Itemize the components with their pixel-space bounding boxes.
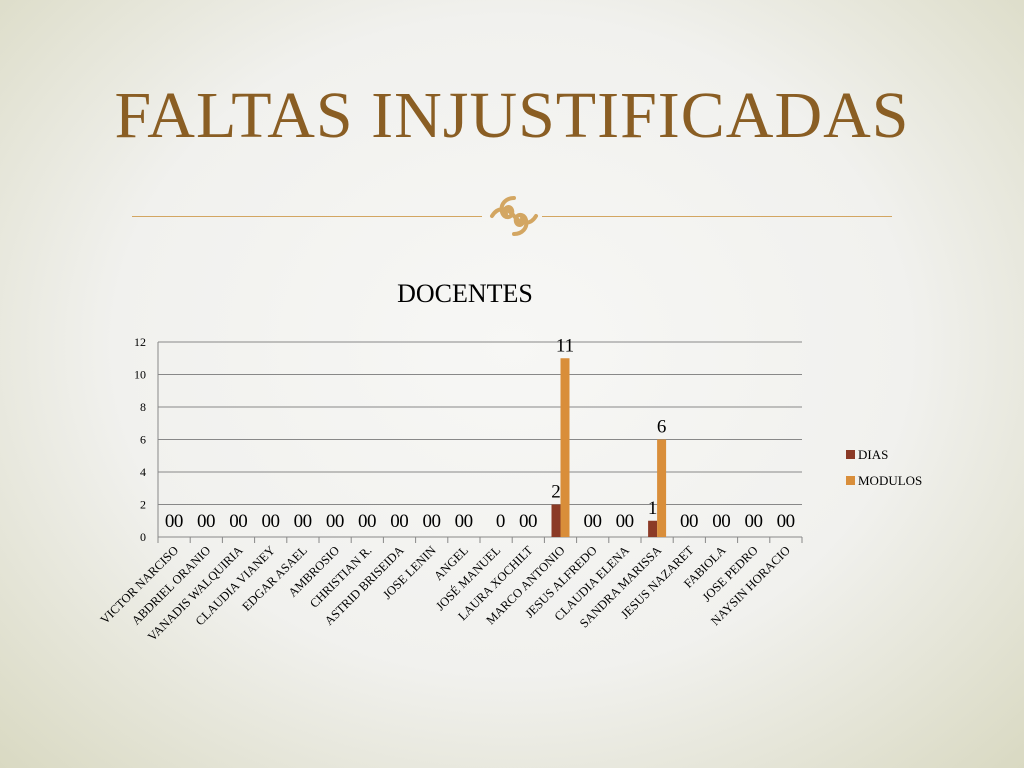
data-label: 0: [390, 511, 400, 532]
data-label: 0: [399, 511, 409, 532]
flourish-icon: [490, 196, 538, 236]
data-label: 0: [786, 511, 796, 532]
data-label: 0: [528, 511, 538, 532]
data-label: 0: [519, 511, 529, 532]
data-label: 0: [238, 511, 248, 532]
data-label: 0: [335, 511, 345, 532]
y-tick-label: 8: [140, 400, 146, 414]
y-tick-label: 10: [134, 368, 146, 382]
data-label: 0: [270, 511, 280, 532]
data-label: 6: [657, 417, 667, 438]
data-label: 0: [174, 511, 184, 532]
data-label: 0: [367, 511, 377, 532]
data-label: 0: [422, 511, 432, 532]
chart-title: DOCENTES: [397, 279, 533, 308]
data-label: 0: [496, 511, 506, 532]
data-label: 0: [712, 511, 722, 532]
data-label: 0: [744, 511, 754, 532]
data-label: 0: [625, 511, 635, 532]
data-label: 11: [556, 335, 574, 356]
data-label: 0: [592, 511, 602, 532]
data-label: 0: [689, 511, 699, 532]
bars: [551, 358, 667, 537]
data-label: 1: [648, 498, 658, 519]
data-label: 0: [616, 511, 626, 532]
y-tick-label: 4: [140, 465, 146, 479]
data-label: 0: [753, 511, 763, 532]
y-tick-label: 2: [140, 498, 146, 512]
data-label: 0: [721, 511, 731, 532]
legend-swatch-modulos: [846, 476, 855, 485]
data-label: 2: [551, 482, 561, 503]
bar-modulos: [657, 439, 667, 537]
data-label: 0: [294, 511, 304, 532]
slide-title: FALTAS INJUSTIFICADAS: [114, 79, 910, 152]
y-tick-label: 12: [134, 335, 146, 349]
data-label: 0: [455, 511, 465, 532]
divider-left: [132, 216, 482, 217]
data-label: 0: [777, 511, 787, 532]
legend-swatch-dias: [846, 450, 855, 459]
divider-right: [542, 216, 892, 217]
data-label: 0: [431, 511, 441, 532]
data-label: 0: [680, 511, 690, 532]
bar-dias: [648, 520, 658, 537]
bar-dias: [551, 504, 561, 537]
data-label: 0: [206, 511, 216, 532]
data-label: 0: [583, 511, 593, 532]
y-tick-label: 0: [140, 530, 146, 544]
data-label: 0: [326, 511, 336, 532]
data-label: 0: [303, 511, 313, 532]
y-tick-label: 6: [140, 433, 146, 447]
legend-label-dias: DIAS: [858, 447, 888, 462]
legend: DIAS MODULOS: [846, 447, 922, 488]
legend-label-modulos: MODULOS: [858, 473, 922, 488]
data-label: 0: [464, 511, 474, 532]
bar-modulos: [560, 358, 570, 537]
data-label: 0: [229, 511, 239, 532]
data-label: 0: [165, 511, 175, 532]
data-label: 0: [261, 511, 271, 532]
data-label: 0: [197, 511, 207, 532]
data-label: 0: [358, 511, 368, 532]
gridlines: [158, 341, 802, 538]
